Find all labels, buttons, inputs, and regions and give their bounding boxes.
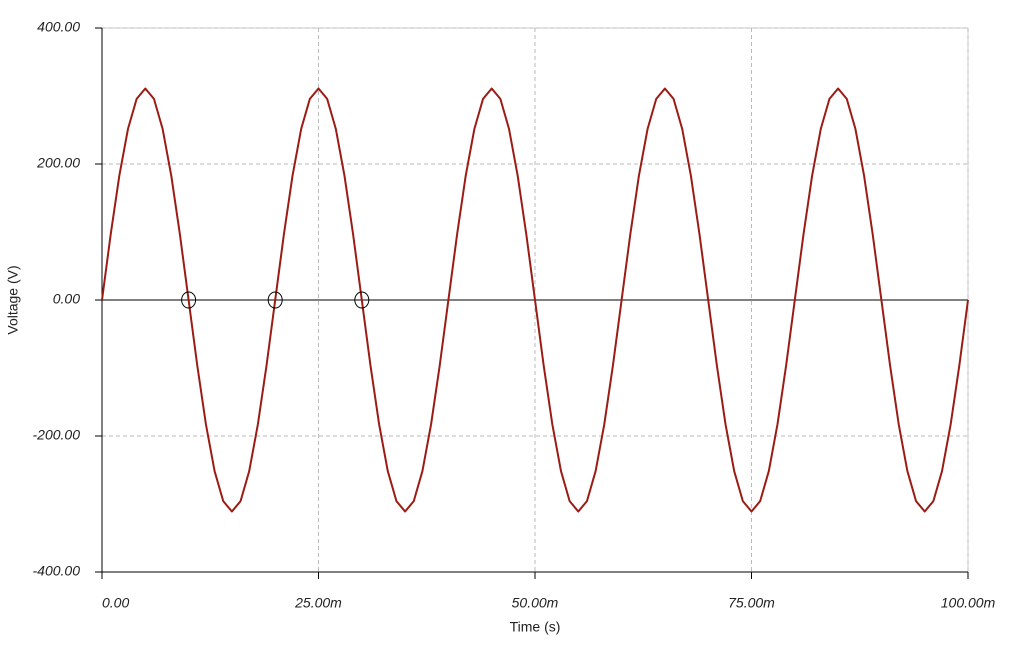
cursor-marker — [181, 291, 197, 309]
y-tick-label: 0.00 — [53, 291, 80, 307]
cursor-marker — [354, 291, 370, 309]
y-tick-label: -200.00 — [33, 427, 81, 443]
x-tick-label: 25.00m — [294, 595, 342, 611]
y-tick-label: 400.00 — [37, 19, 80, 35]
cursor-marker — [267, 291, 283, 309]
x-tick-label: 0.00 — [102, 595, 129, 611]
line-series — [101, 87, 969, 513]
y-axis-title: Voltage (V) — [5, 265, 21, 334]
x-tick-label: 75.00m — [728, 595, 775, 611]
y-tick-label: 200.00 — [36, 155, 80, 171]
x-axis-title: Time (s) — [510, 619, 561, 635]
x-tick-label: 50.00m — [512, 595, 559, 611]
y-tick-label: -400.00 — [33, 563, 81, 579]
x-tick-label: 100.00m — [941, 595, 996, 611]
